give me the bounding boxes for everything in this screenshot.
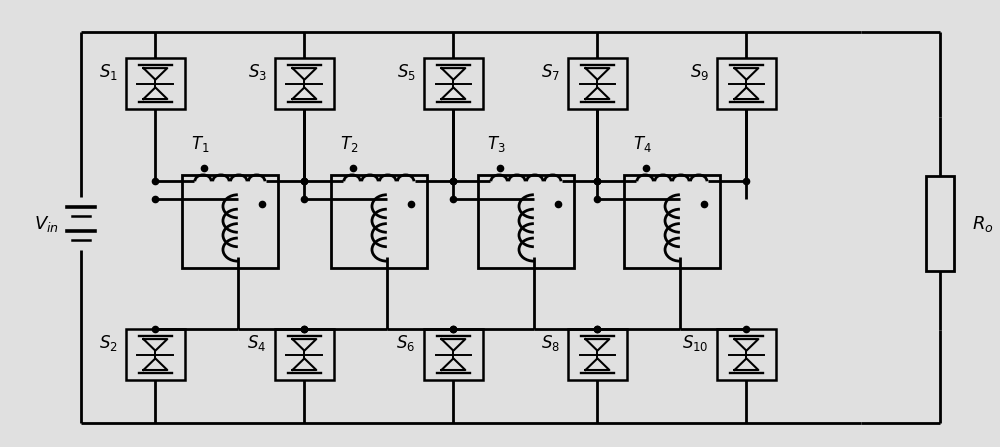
Bar bbox=[275, 329, 334, 380]
Bar bbox=[568, 58, 627, 110]
Bar bbox=[424, 58, 483, 110]
Text: $S_5$: $S_5$ bbox=[397, 62, 416, 82]
Text: $S_4$: $S_4$ bbox=[247, 333, 267, 353]
Text: $T_1$: $T_1$ bbox=[191, 134, 209, 153]
Bar bbox=[126, 58, 185, 110]
Text: $S_8$: $S_8$ bbox=[541, 333, 560, 353]
Text: $R_o$: $R_o$ bbox=[972, 214, 994, 233]
Text: $T_2$: $T_2$ bbox=[340, 134, 358, 153]
Bar bbox=[717, 329, 776, 380]
Text: $S_3$: $S_3$ bbox=[248, 62, 267, 82]
Bar bbox=[624, 175, 720, 268]
Bar bbox=[275, 58, 334, 110]
Bar bbox=[424, 329, 483, 380]
Bar bbox=[568, 329, 627, 380]
Bar bbox=[331, 175, 427, 268]
Bar bbox=[717, 58, 776, 110]
Text: $S_9$: $S_9$ bbox=[690, 62, 709, 82]
Text: $S_1$: $S_1$ bbox=[99, 62, 118, 82]
Bar bbox=[926, 176, 954, 271]
Text: $S_{10}$: $S_{10}$ bbox=[682, 333, 709, 353]
Text: $S_2$: $S_2$ bbox=[99, 333, 118, 353]
Text: $T_3$: $T_3$ bbox=[487, 134, 505, 153]
Text: $V_{in}$: $V_{in}$ bbox=[34, 214, 59, 233]
Bar bbox=[126, 329, 185, 380]
Bar bbox=[478, 175, 574, 268]
Text: $T_4$: $T_4$ bbox=[633, 134, 652, 153]
Text: $S_6$: $S_6$ bbox=[396, 333, 416, 353]
Text: $S_7$: $S_7$ bbox=[541, 62, 560, 82]
Bar bbox=[182, 175, 278, 268]
